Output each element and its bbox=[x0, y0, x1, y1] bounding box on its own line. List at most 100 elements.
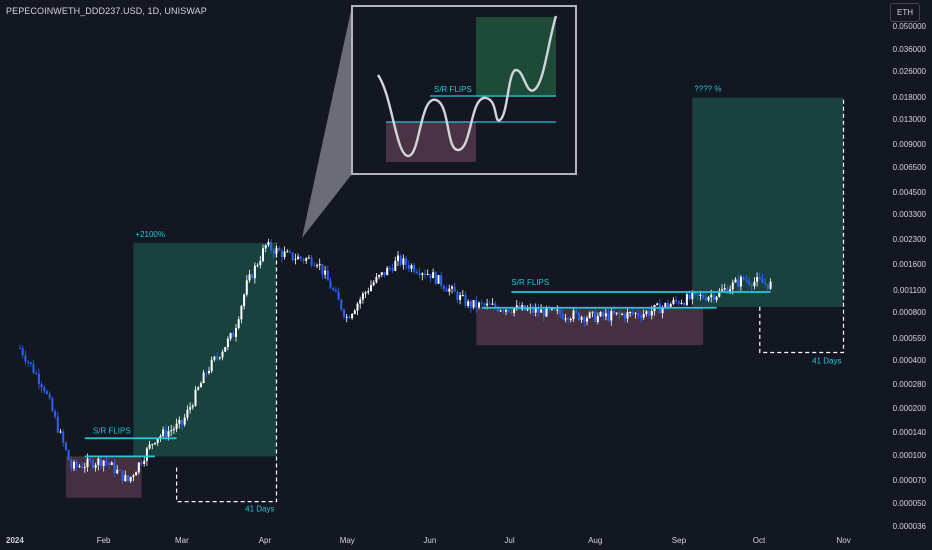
candle-body bbox=[248, 274, 251, 281]
candle-body bbox=[580, 317, 583, 320]
candle-body bbox=[167, 431, 170, 437]
time-tick-label: Apr bbox=[258, 536, 272, 545]
candle-body bbox=[723, 288, 726, 290]
candle-body bbox=[321, 263, 324, 275]
candle-body bbox=[113, 462, 116, 474]
candle-body bbox=[610, 311, 613, 321]
candle-body bbox=[224, 347, 227, 352]
price-tick-label: 0.026000 bbox=[892, 67, 926, 77]
candle-body bbox=[345, 316, 348, 318]
candle-body bbox=[739, 277, 742, 287]
candle-body bbox=[186, 409, 189, 418]
candle-body bbox=[172, 429, 175, 431]
candle-body bbox=[383, 272, 386, 276]
candle-body bbox=[337, 291, 340, 300]
target-zone bbox=[133, 242, 277, 457]
candle-body bbox=[478, 302, 480, 308]
candle-body bbox=[226, 338, 229, 348]
price-tick-label: 0.003300 bbox=[892, 209, 926, 219]
candle-body bbox=[491, 303, 494, 305]
inset-green-zone bbox=[476, 17, 556, 97]
candle-body bbox=[46, 391, 48, 394]
candle-body bbox=[280, 250, 283, 258]
candle-body bbox=[502, 310, 505, 312]
price-axis[interactable]: 0.050000 0.036000 0.026000 0.018000 0.013000… bbox=[877, 0, 932, 531]
candle-body bbox=[105, 460, 108, 463]
candle-body bbox=[205, 372, 208, 374]
candle-body bbox=[534, 308, 537, 313]
price-tick-label: 0.000070 bbox=[892, 476, 926, 486]
candle-body bbox=[745, 279, 748, 281]
chart-title: PEPECOINWETH_DDD237.USD, 1D, UNISWAP bbox=[6, 6, 207, 16]
candle-body bbox=[475, 300, 478, 308]
candle-body bbox=[613, 311, 615, 314]
candle-body bbox=[291, 252, 294, 260]
candle-body bbox=[37, 373, 40, 384]
candle-body bbox=[19, 348, 21, 350]
candle-body bbox=[372, 282, 375, 286]
inset-sr-label: S/R FLIPS bbox=[434, 85, 472, 94]
candle-body bbox=[143, 460, 146, 464]
candle-body bbox=[310, 257, 313, 266]
price-tick-label: 0.013000 bbox=[892, 115, 926, 125]
candle-body bbox=[688, 294, 691, 300]
candle-body bbox=[429, 274, 432, 279]
inset-price-path bbox=[376, 15, 558, 158]
candle-body bbox=[78, 466, 81, 468]
candle-body bbox=[375, 276, 378, 283]
candle-body bbox=[351, 313, 354, 319]
candle-body bbox=[294, 259, 297, 261]
price-tick-label: 0.000280 bbox=[892, 380, 926, 390]
candle-body bbox=[623, 314, 626, 319]
candle-body bbox=[415, 271, 418, 273]
candle-body bbox=[361, 293, 364, 300]
candle-body bbox=[737, 279, 740, 287]
candle-body bbox=[494, 303, 497, 308]
candle-body bbox=[604, 313, 607, 317]
candle-body bbox=[307, 257, 310, 259]
price-tick-label: 0.006500 bbox=[892, 162, 926, 172]
candle-body bbox=[696, 293, 699, 296]
candle-body bbox=[680, 303, 683, 305]
candle-body bbox=[685, 294, 688, 306]
candle-body bbox=[545, 307, 548, 317]
candle-body bbox=[83, 466, 86, 468]
candle-body bbox=[116, 469, 119, 474]
currency-button[interactable]: ETH bbox=[890, 3, 920, 22]
candle-body bbox=[29, 362, 32, 364]
candle-body bbox=[577, 312, 580, 320]
candle-body bbox=[299, 256, 302, 259]
candle-body bbox=[221, 351, 224, 358]
candle-body bbox=[394, 260, 397, 271]
candle-body bbox=[750, 284, 753, 287]
candle-body bbox=[289, 251, 291, 253]
candle-body bbox=[32, 363, 35, 374]
candle-body bbox=[480, 302, 483, 304]
candle-body bbox=[197, 387, 200, 390]
candle-body bbox=[507, 309, 510, 312]
candle-body bbox=[599, 312, 602, 317]
candle-body bbox=[472, 300, 475, 308]
price-tick-label: 0.000050 bbox=[892, 499, 926, 509]
candle-body bbox=[67, 449, 70, 461]
candle-body bbox=[59, 431, 62, 433]
candle-body bbox=[683, 303, 686, 306]
candle-body bbox=[332, 288, 335, 291]
candle-body bbox=[629, 312, 632, 314]
candle-body bbox=[413, 265, 416, 272]
candle-body bbox=[553, 308, 556, 310]
candle-body bbox=[488, 303, 491, 305]
candle-body bbox=[694, 292, 696, 294]
candle-body bbox=[761, 279, 764, 283]
price-tick-label: 0.000800 bbox=[892, 307, 926, 317]
candle-body bbox=[445, 289, 448, 292]
candle-body bbox=[329, 280, 332, 289]
candle-body bbox=[118, 469, 121, 471]
candle-body bbox=[229, 333, 232, 339]
candle-body bbox=[621, 314, 624, 316]
candle-body bbox=[324, 270, 327, 275]
candle-body bbox=[54, 411, 57, 417]
candle-body bbox=[251, 274, 254, 279]
